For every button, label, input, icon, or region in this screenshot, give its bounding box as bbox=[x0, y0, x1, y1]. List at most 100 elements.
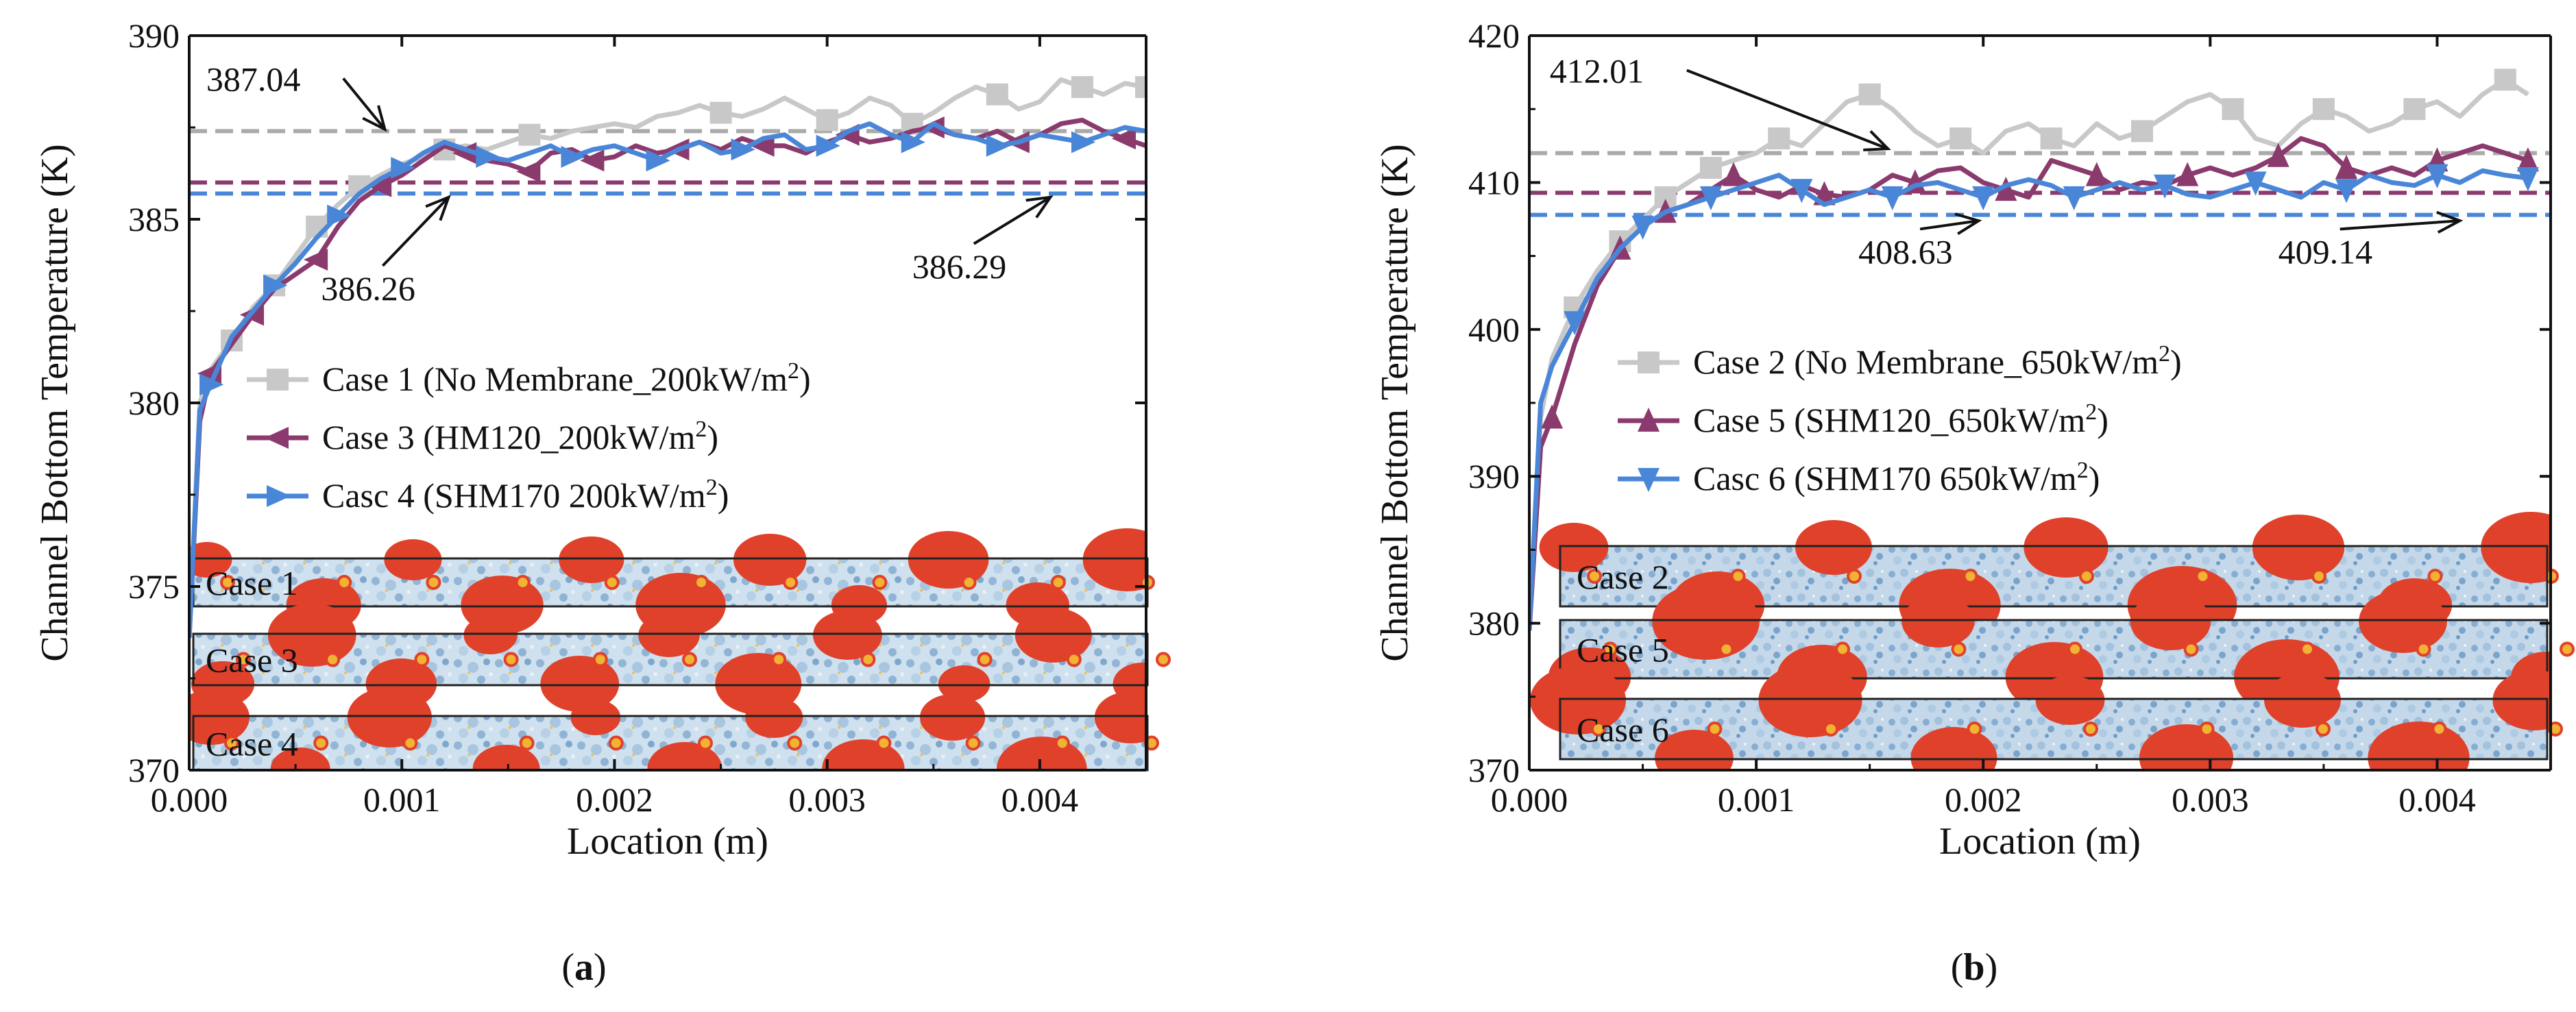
nucleation-dot bbox=[1823, 721, 1838, 737]
legend-label: Casc 4 (SHM170 200kW/m2) bbox=[322, 475, 729, 515]
data-marker bbox=[2494, 69, 2516, 91]
vapor-bubble bbox=[1910, 727, 1997, 770]
legend-entry-3: Casc 6 (SHM170 650kW/m2) bbox=[1618, 458, 2100, 497]
panel-label: (a) bbox=[561, 946, 606, 989]
y-tick-label: 390 bbox=[1468, 457, 1520, 495]
nucleation-dot bbox=[2079, 569, 2094, 584]
legend: Case 1 (No Membrane_200kW/m2) Case 3 (HM1… bbox=[247, 358, 811, 515]
data-marker bbox=[1638, 407, 1660, 432]
y-tick-label: 380 bbox=[1468, 604, 1520, 643]
nucleation-dot bbox=[2199, 721, 2215, 737]
vapor-bubble bbox=[1795, 520, 1872, 575]
legend-label: Case 5 (SHM120_650kW/m2) bbox=[1693, 399, 2109, 440]
x-axis-title: Location (m) bbox=[567, 820, 768, 863]
data-marker bbox=[2222, 98, 2244, 121]
annotation-1: 412.01 bbox=[1550, 52, 1891, 151]
inset-label: Case 4 bbox=[206, 725, 298, 763]
data-marker bbox=[2131, 120, 2153, 143]
data-marker bbox=[1881, 186, 1904, 211]
data-marker bbox=[263, 274, 288, 297]
data-marker bbox=[516, 160, 541, 183]
data-marker bbox=[561, 145, 585, 168]
simulation-insets: Case 1 Case 3 Case 4 bbox=[189, 528, 1171, 772]
inset-strip-2: Case 3 bbox=[191, 604, 1171, 715]
panel-label: (b) bbox=[1951, 946, 1997, 989]
annotation-2: 386.26 bbox=[321, 195, 451, 308]
nucleation-dot bbox=[337, 575, 352, 590]
data-marker bbox=[327, 204, 352, 227]
vapor-bubble bbox=[2492, 670, 2551, 730]
data-marker bbox=[1135, 76, 1146, 99]
nucleation-dot bbox=[1967, 721, 1982, 737]
nucleation-dot bbox=[2431, 721, 2447, 737]
data-marker bbox=[303, 248, 328, 271]
vapor-bubble bbox=[1539, 523, 1609, 572]
y-tick-label: 380 bbox=[128, 384, 180, 422]
data-marker bbox=[580, 149, 605, 172]
legend-entry-1: Case 1 (No Membrane_200kW/m2) bbox=[247, 358, 811, 399]
nucleation-dot bbox=[503, 652, 519, 667]
data-marker bbox=[1699, 156, 1722, 179]
vapor-bubble bbox=[2359, 590, 2447, 653]
data-marker bbox=[750, 134, 775, 157]
nucleation-dot bbox=[1603, 641, 1618, 657]
legend-label: Case 1 (No Membrane_200kW/m2) bbox=[322, 358, 811, 399]
nucleation-dot bbox=[872, 575, 888, 590]
data-marker bbox=[986, 83, 1008, 106]
inset-label: Case 6 bbox=[1577, 711, 1669, 749]
annotation-arrow-line bbox=[381, 196, 450, 267]
y-axis-title: Channel Bottom Temperature (K) bbox=[1374, 144, 1416, 662]
inset-strip-3: Case 4 bbox=[189, 687, 1159, 772]
vapor-bubble bbox=[2481, 512, 2551, 583]
annotation-label: 412.01 bbox=[1550, 52, 1644, 90]
vapor-bubble bbox=[1094, 691, 1146, 743]
vapor-bubble bbox=[189, 542, 232, 578]
data-marker bbox=[1111, 127, 1136, 150]
nucleation-dot bbox=[876, 735, 892, 751]
x-tick-label: 0.004 bbox=[1001, 780, 1079, 819]
nucleation-dot bbox=[2316, 721, 2331, 737]
data-marker bbox=[2426, 164, 2449, 188]
annotation-arrow-line bbox=[342, 77, 386, 130]
data-marker bbox=[367, 175, 392, 197]
y-axis-title: Channel Bottom Temperature (K) bbox=[34, 144, 76, 662]
x-tick-label: 0.004 bbox=[2398, 780, 2476, 819]
vapor-bubble bbox=[559, 536, 624, 583]
data-marker bbox=[1071, 76, 1093, 99]
nucleation-dot bbox=[2067, 641, 2082, 657]
annotation-arrow-line bbox=[973, 196, 1052, 245]
data-marker bbox=[2335, 179, 2357, 203]
x-axis-title: Location (m) bbox=[1939, 820, 2141, 863]
vapor-bubble bbox=[2035, 676, 2105, 725]
vapor-bubble bbox=[920, 694, 986, 741]
nucleation-dot bbox=[977, 652, 993, 667]
vapor-bubble bbox=[384, 539, 442, 580]
data-marker bbox=[476, 145, 500, 168]
data-marker bbox=[2403, 98, 2426, 121]
nucleation-dot bbox=[1066, 652, 1082, 667]
vapor-bubble bbox=[733, 534, 807, 586]
inset-label: Case 1 bbox=[206, 564, 298, 602]
annotation-arrow-head bbox=[1025, 195, 1054, 219]
series-3 bbox=[189, 121, 1146, 639]
x-tick-label: 0.001 bbox=[363, 780, 441, 819]
annotation-label: 409.14 bbox=[2279, 232, 2373, 271]
nucleation-dot bbox=[1835, 641, 1850, 657]
y-tick-label: 400 bbox=[1468, 310, 1520, 349]
data-marker bbox=[267, 369, 289, 391]
nucleation-dot bbox=[402, 735, 418, 751]
nucleation-dot bbox=[592, 652, 608, 667]
vapor-bubble bbox=[1652, 583, 1760, 660]
chart-panel-a: Case 1 Case 3 Case 4 387.04 386.26 386.29 0.00… bbox=[34, 16, 1171, 989]
series-line bbox=[1529, 168, 2529, 631]
legend-label: Case 2 (No Membrane_650kW/m2) bbox=[1693, 341, 2182, 382]
vapor-bubble bbox=[540, 656, 620, 712]
series-line bbox=[189, 117, 1146, 639]
data-marker bbox=[2244, 171, 2267, 196]
inset-label: Case 5 bbox=[1577, 631, 1669, 669]
annotation-label: 386.29 bbox=[912, 247, 1007, 286]
annotation-arrow-head bbox=[2436, 210, 2464, 234]
nucleation-dot bbox=[965, 735, 981, 751]
annotation-3: 386.29 bbox=[912, 195, 1054, 286]
data-marker bbox=[901, 131, 925, 153]
